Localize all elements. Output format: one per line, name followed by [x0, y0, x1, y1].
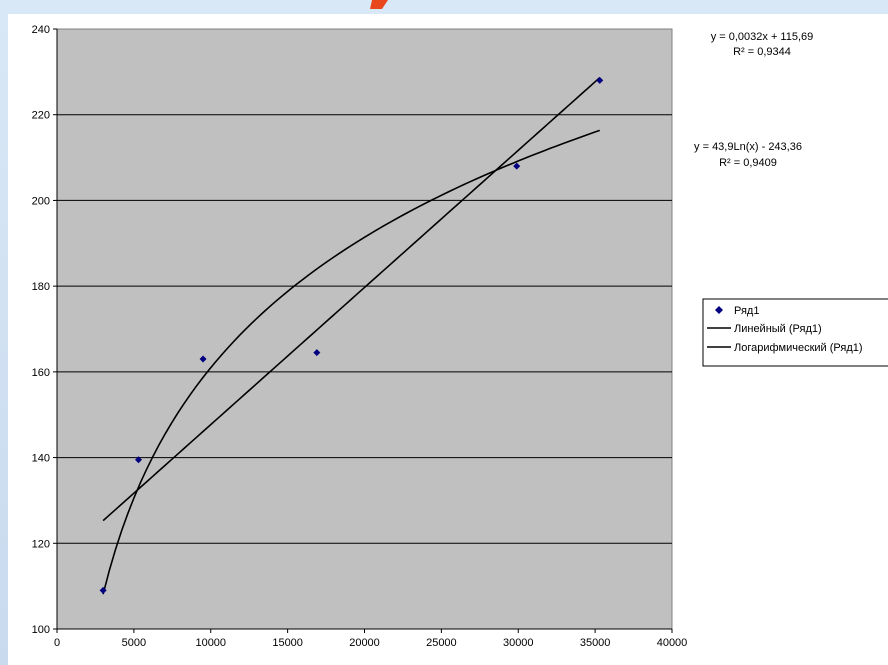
- legend-label-log: Логарифмический (Ряд1): [734, 342, 863, 354]
- plot-area: [56, 28, 673, 630]
- legend-label-series1: Ряд1: [734, 305, 759, 317]
- title-fragment: [370, 0, 388, 9]
- axes: [53, 28, 673, 633]
- linear-equation-label: y = 0,0032x + 115,69 R² = 0,9344: [711, 31, 814, 58]
- x-tick-label: 25000: [426, 637, 457, 649]
- y-tick-labels: 100 120 140 160 180 200 220 240: [32, 24, 50, 636]
- log-equation-label: y = 43,9Ln(x) - 243,36 R² = 0,9409: [694, 141, 802, 169]
- linear-r2: R² = 0,9344: [733, 46, 791, 58]
- x-tick-labels: 0 5000 10000 15000 20000 25000 30000 35000 40000: [54, 637, 687, 649]
- legend: Ряд1 Линейный (Ряд1) Логарифмический (Ря…: [702, 298, 888, 367]
- log-r2: R² = 0,9409: [719, 157, 777, 169]
- data-point: [513, 162, 521, 170]
- x-tick-label: 15000: [272, 637, 303, 649]
- log-equation: y = 43,9Ln(x) - 243,36: [694, 141, 802, 153]
- x-tick-label: 40000: [657, 637, 688, 649]
- data-point: [596, 76, 604, 84]
- legend-label-linear: Линейный (Ряд1): [734, 323, 822, 335]
- data-point: [134, 456, 142, 464]
- y-tick-label: 100: [32, 624, 50, 636]
- data-points: [99, 76, 604, 594]
- x-tick-label: 30000: [503, 637, 534, 649]
- legend-box: [702, 298, 888, 367]
- y-tick-label: 180: [32, 281, 50, 293]
- y-tick-label: 120: [32, 538, 50, 550]
- x-tick-label: 5000: [122, 637, 146, 649]
- x-tick-label: 35000: [580, 637, 611, 649]
- x-tick-label: 20000: [349, 637, 380, 649]
- legend-marker-series1: [715, 306, 723, 314]
- log-trendline: [102, 129, 601, 595]
- y-tick-label: 240: [32, 24, 50, 36]
- data-point: [199, 355, 207, 363]
- y-tick-label: 200: [32, 195, 50, 207]
- y-tick-label: 220: [32, 110, 50, 122]
- data-point: [313, 349, 321, 357]
- y-tick-label: 160: [32, 367, 50, 379]
- x-tick-label: 0: [54, 637, 60, 649]
- trendlines: [102, 77, 601, 595]
- linear-equation: y = 0,0032x + 115,69: [711, 31, 814, 43]
- linear-trendline: [102, 77, 601, 522]
- x-tick-label: 10000: [195, 637, 226, 649]
- y-tick-label: 140: [32, 453, 50, 465]
- gridlines: [57, 114, 672, 544]
- data-point: [99, 586, 107, 594]
